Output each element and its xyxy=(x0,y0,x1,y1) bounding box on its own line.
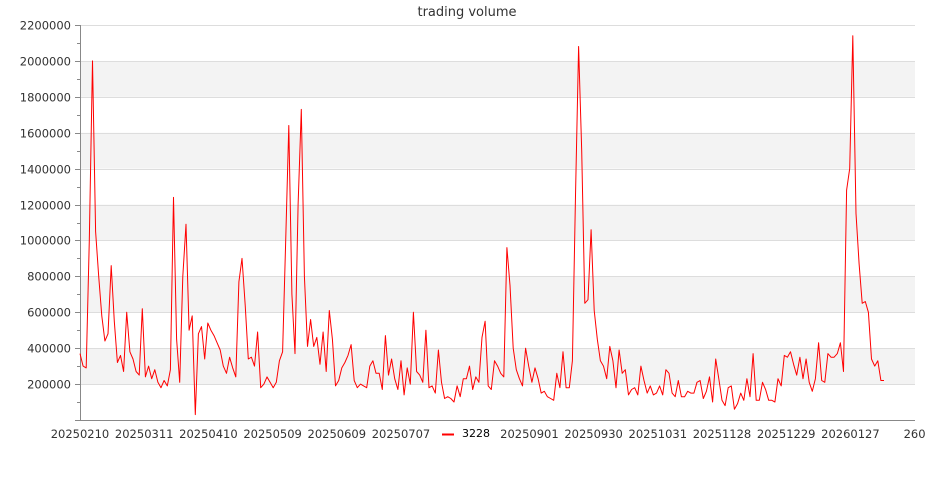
background-band xyxy=(80,60,915,97)
chart-title: trading volume xyxy=(417,5,516,20)
x-tick-label: 20250210 xyxy=(51,427,110,441)
x-tick-label: 20251031 xyxy=(629,427,688,441)
x-tick-label: 20250410 xyxy=(179,427,238,441)
y-axis-ticks: 200000 400000 600000 800000 1000000 1200000 14… xyxy=(20,19,80,421)
x-tick-label: 20250509 xyxy=(243,427,302,441)
series-line-3228 xyxy=(79,35,884,416)
y-tick-label: 600000 xyxy=(27,306,71,320)
x-tick-label: 20260127 xyxy=(821,427,880,441)
y-tick-label: 200000 xyxy=(27,378,71,392)
y-tick-label: 1600000 xyxy=(20,127,71,141)
y-tick-label: 400000 xyxy=(27,342,71,356)
x-tick-label: 20250609 xyxy=(308,427,367,441)
x-tick-label: 20250901 xyxy=(500,427,559,441)
legend: 3228 xyxy=(442,427,490,440)
y-tick-label: 1800000 xyxy=(20,91,71,105)
y-tick-label: 2000000 xyxy=(20,55,71,69)
x-axis-ticks: 20250210 20250311 20250410 20250509 20250609… xyxy=(51,427,926,441)
background-bands xyxy=(80,60,915,385)
y-tick-label: 1000000 xyxy=(20,234,71,248)
y-tick-label: 1400000 xyxy=(20,163,71,177)
x-tick-label: 20251128 xyxy=(693,427,752,441)
y-tick-label: 1200000 xyxy=(20,199,71,213)
background-band xyxy=(80,204,915,241)
x-tick-label: 260 xyxy=(904,427,926,441)
y-tick-label: 800000 xyxy=(27,270,71,284)
x-tick-label: 20250707 xyxy=(372,427,431,441)
legend-label: 3228 xyxy=(462,427,490,440)
y-tick-label: 2200000 xyxy=(20,19,71,33)
x-tick-label: 20251229 xyxy=(757,427,816,441)
x-tick-label: 20250311 xyxy=(115,427,174,441)
gridlines xyxy=(80,25,915,385)
background-band xyxy=(80,276,915,313)
background-band xyxy=(80,132,915,169)
x-tick-label: 20250930 xyxy=(564,427,623,441)
